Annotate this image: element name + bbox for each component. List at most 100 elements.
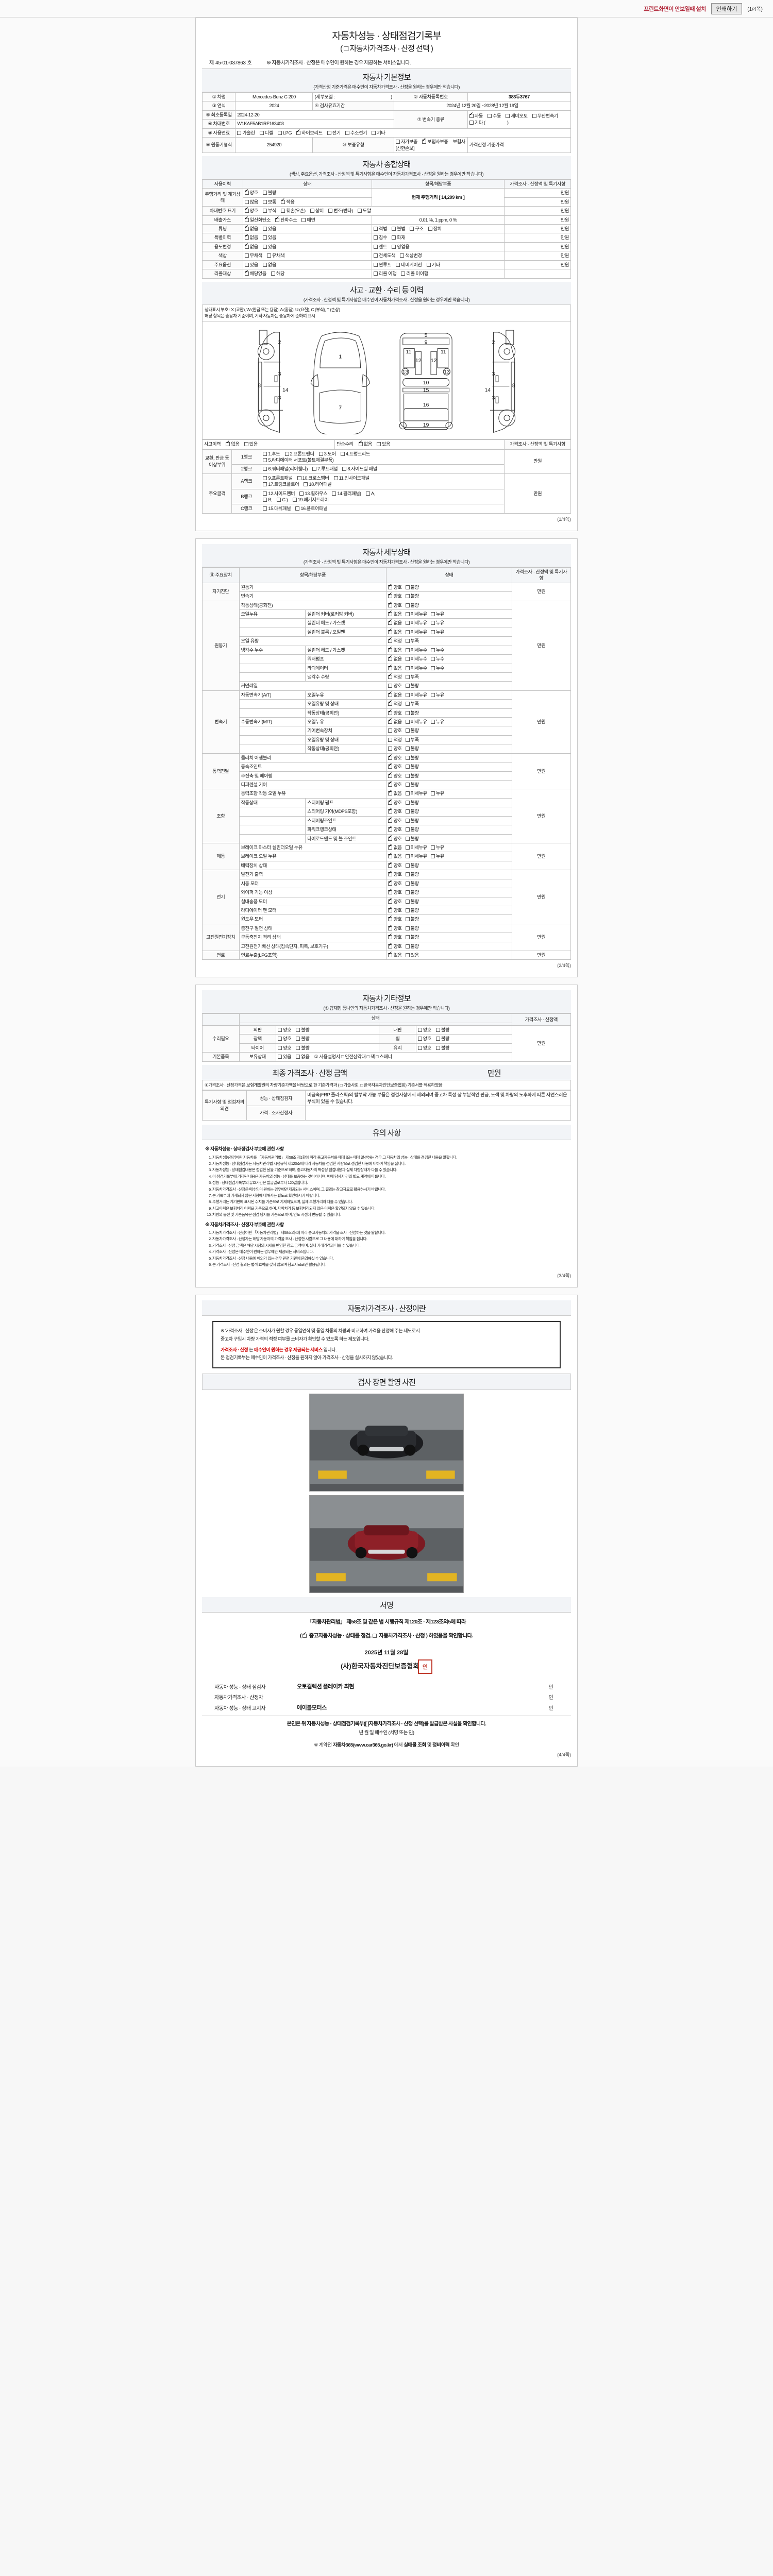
state-opt-불량[interactable]: 불량	[405, 826, 419, 833]
part-roof-panel[interactable]: 7.루프패널	[312, 466, 338, 472]
vin-corrosion[interactable]: 부식	[262, 208, 276, 214]
state-opt-양호[interactable]: 양호	[388, 835, 402, 842]
vin-different[interactable]: 상이	[310, 208, 324, 214]
state-opt-없음[interactable]: 없음	[388, 691, 402, 698]
part-front-fender[interactable]: 2.프론트펜더	[284, 451, 314, 457]
special-flood[interactable]: 침수	[373, 234, 387, 241]
frame-package-tray[interactable]: 19.패키지트레이	[292, 497, 329, 503]
state-opt-양호[interactable]: 양호	[388, 870, 402, 877]
frame-inside-panel[interactable]: 11.인사이드패널	[333, 475, 369, 481]
state-opt-불량[interactable]: 불량	[405, 818, 419, 824]
state-opt-부족[interactable]: 부족	[405, 737, 419, 743]
state-opt-없음[interactable]: 없음	[388, 852, 402, 859]
state-opt-양호[interactable]: 양호	[388, 807, 402, 815]
state-opt-불량[interactable]: 불량	[405, 800, 419, 806]
state-opt-없음[interactable]: 없음	[388, 664, 402, 671]
warranty-opt-insurer[interactable]: 보험사보증	[422, 138, 448, 145]
vin-damage[interactable]: 훼손(오손)	[281, 208, 306, 214]
trans-opt-cvt[interactable]: 무단변속기	[532, 113, 558, 119]
state-opt-양호[interactable]: 양호	[388, 888, 402, 895]
special-yes[interactable]: 있음	[262, 234, 276, 241]
special-fire[interactable]: 화재	[392, 234, 406, 241]
glass-good[interactable]: 양호	[417, 1045, 431, 1051]
usage-rent[interactable]: 렌트	[373, 244, 387, 250]
pillar-c[interactable]: C )	[277, 497, 288, 503]
emission-hc[interactable]: 탄화수소	[275, 216, 297, 223]
option-navigation[interactable]: 네비게이션	[396, 262, 422, 268]
state-opt-누유[interactable]: 누유	[430, 611, 444, 617]
accident-none[interactable]: 없음	[226, 440, 240, 447]
accident-yes[interactable]: 있음	[244, 441, 258, 447]
option-yes[interactable]: 있음	[244, 262, 258, 268]
polish-good[interactable]: 양호	[278, 1036, 292, 1042]
state-opt-양호[interactable]: 양호	[388, 942, 402, 950]
state-opt-미세누유[interactable]: 미세누유	[405, 844, 427, 851]
meter-few[interactable]: 적음	[281, 198, 295, 205]
special-none[interactable]: 없음	[244, 233, 258, 241]
state-opt-불량[interactable]: 불량	[405, 755, 419, 761]
state-opt-불량[interactable]: 불량	[405, 880, 419, 887]
state-opt-누수[interactable]: 누수	[430, 647, 444, 653]
state-opt-있음[interactable]: 있음	[405, 952, 419, 958]
mileage-good[interactable]: 양호	[244, 189, 258, 196]
state-opt-누유[interactable]: 누유	[430, 853, 444, 859]
state-opt-없음[interactable]: 없음	[388, 718, 402, 725]
state-opt-불량[interactable]: 불량	[405, 593, 419, 599]
state-opt-불량[interactable]: 불량	[405, 916, 419, 922]
int-good[interactable]: 양호	[417, 1027, 431, 1033]
state-opt-누유[interactable]: 누유	[430, 620, 444, 626]
frame-dash-panel[interactable]: 15.대쉬패널	[263, 505, 291, 512]
state-opt-미세누수[interactable]: 미세누수	[405, 647, 427, 653]
mileage-bad[interactable]: 불량	[262, 190, 276, 196]
fuel-opt-other[interactable]: 기타	[372, 130, 385, 136]
state-opt-누유[interactable]: 누유	[430, 790, 444, 796]
state-opt-불량[interactable]: 불량	[405, 782, 419, 788]
state-opt-누유[interactable]: 누유	[430, 692, 444, 698]
tire-bad[interactable]: 불량	[296, 1045, 310, 1051]
car365-link[interactable]: 자동차365(www.car365.go.kr)	[332, 1742, 393, 1749]
simple-none[interactable]: 없음	[358, 440, 372, 447]
warranty-opt-self[interactable]: 자가보증	[395, 139, 417, 145]
state-opt-양호[interactable]: 양호	[388, 601, 402, 608]
state-opt-누수[interactable]: 누수	[430, 656, 444, 662]
tire-good[interactable]: 양호	[278, 1045, 292, 1051]
vin-good[interactable]: 양호	[244, 207, 258, 214]
fuel-opt-electric[interactable]: 전기	[327, 130, 341, 136]
frame-side-member[interactable]: 12.사이드멤버	[263, 490, 295, 497]
state-opt-미세누유[interactable]: 미세누유	[405, 611, 427, 617]
emission-co[interactable]: 일산화탄소	[244, 216, 271, 223]
state-opt-미세누유[interactable]: 미세누유	[405, 719, 427, 725]
state-opt-없음[interactable]: 없음	[388, 619, 402, 626]
tuning-none[interactable]: 없음	[244, 225, 258, 232]
state-opt-없음[interactable]: 없음	[388, 789, 402, 796]
tuning-yes[interactable]: 있음	[262, 226, 276, 232]
state-opt-양호[interactable]: 양호	[388, 683, 402, 689]
color-achromatic[interactable]: 무채색	[244, 252, 262, 259]
wheel-good[interactable]: 양호	[417, 1036, 431, 1042]
meter-normal[interactable]: 보통	[262, 199, 276, 205]
state-opt-미세누유[interactable]: 미세누유	[405, 629, 427, 635]
state-opt-양호[interactable]: 양호	[388, 915, 402, 922]
state-opt-누수[interactable]: 누수	[430, 665, 444, 671]
print-button[interactable]: 인쇄하기	[711, 3, 743, 14]
state-opt-불량[interactable]: 불량	[405, 899, 419, 905]
wheel-bad[interactable]: 불량	[435, 1036, 449, 1042]
part-quarter-panel[interactable]: 6.쿼터패널(리어휀다)	[263, 466, 308, 472]
state-opt-양호[interactable]: 양호	[388, 933, 402, 940]
state-opt-양호[interactable]: 양호	[388, 762, 402, 770]
state-opt-불량[interactable]: 불량	[405, 889, 419, 895]
fuel-opt-gasoline[interactable]: 가솔린	[237, 130, 255, 136]
trans-opt-semiauto[interactable]: 세미오토	[506, 113, 528, 119]
state-opt-적정[interactable]: 적정	[388, 673, 402, 680]
state-opt-불량[interactable]: 불량	[405, 727, 419, 734]
ext-good[interactable]: 양호	[278, 1027, 292, 1033]
state-opt-누유[interactable]: 누유	[430, 844, 444, 851]
state-opt-부족[interactable]: 부족	[405, 638, 419, 644]
state-opt-불량[interactable]: 불량	[405, 862, 419, 869]
option-other[interactable]: 기타	[426, 262, 440, 268]
law-check-condition[interactable]	[303, 1632, 307, 1638]
state-opt-양호[interactable]: 양호	[388, 906, 402, 913]
fuel-opt-diesel[interactable]: 디젤	[259, 130, 273, 136]
part-door[interactable]: 3.도어	[318, 451, 336, 457]
state-opt-없음[interactable]: 없음	[388, 628, 402, 635]
